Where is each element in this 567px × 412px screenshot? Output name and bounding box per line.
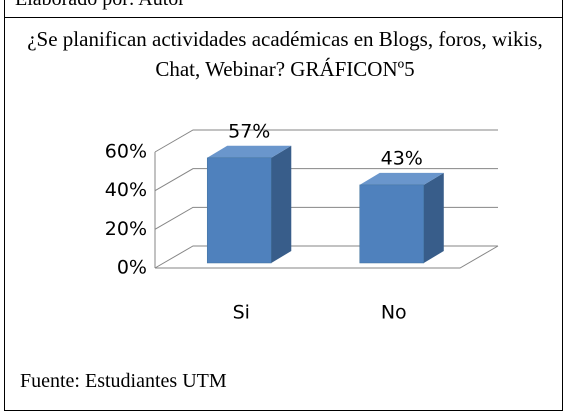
x-tick-label: Si xyxy=(233,302,250,324)
grid-line xyxy=(154,206,498,230)
bar-side xyxy=(423,172,444,263)
separator xyxy=(5,17,562,18)
y-tick-label: 60% xyxy=(105,141,147,163)
grid-line xyxy=(154,245,498,269)
source-note: Fuente: Estudiantes UTM xyxy=(20,370,227,392)
top-note: Elaborado por: Autor xyxy=(15,0,185,11)
bar xyxy=(359,172,444,264)
y-tick-label: 0% xyxy=(117,257,147,279)
bar-top xyxy=(359,172,444,185)
x-tick-label: No xyxy=(381,302,407,324)
bar-front xyxy=(359,184,425,264)
document-frame: Elaborado por: Autor 0% 20% 40% 60% Si 57% No 4… xyxy=(4,0,563,411)
y-tick-label: 40% xyxy=(105,179,147,201)
grid-line xyxy=(154,168,498,192)
y-tick-label: 20% xyxy=(105,218,147,240)
bar-side xyxy=(271,145,292,263)
chart: 0% 20% 40% 60% Si 57% No 43% xyxy=(105,120,499,324)
bar-top xyxy=(207,145,292,158)
bar xyxy=(206,145,292,264)
chart-title: ¿Se planifican actividades académicas en… xyxy=(27,27,543,81)
bar-front xyxy=(206,157,272,264)
data-label: 43% xyxy=(381,147,423,169)
grid-line xyxy=(154,129,498,153)
floor-edge xyxy=(155,245,499,269)
data-label: 57% xyxy=(228,120,270,142)
